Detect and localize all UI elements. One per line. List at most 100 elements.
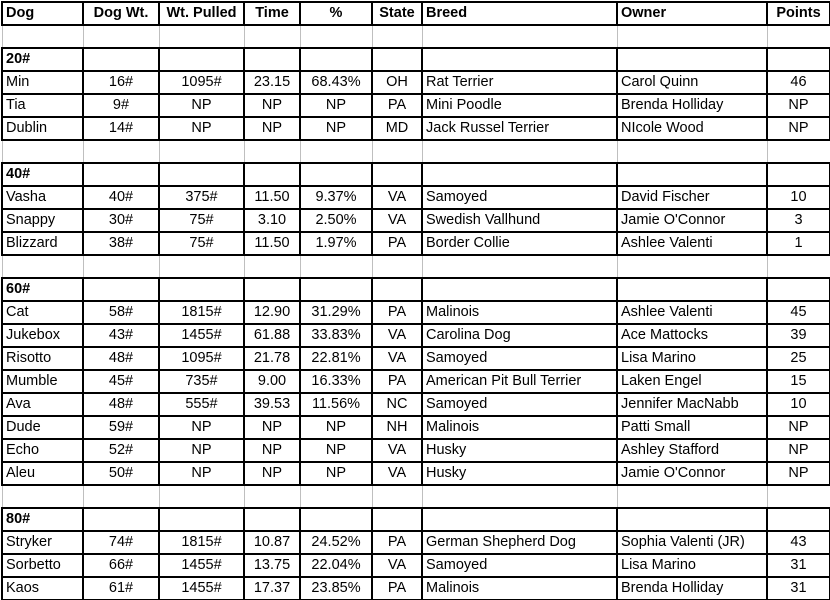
cell-breed[interactable]: Malinois xyxy=(421,300,618,325)
cell-state[interactable]: OH xyxy=(371,70,423,95)
cell-points[interactable]: 45 xyxy=(766,300,830,325)
cell-wt_pulled[interactable]: 75# xyxy=(158,231,245,256)
cell-breed[interactable]: Carolina Dog xyxy=(421,323,618,348)
cell-points[interactable]: 43 xyxy=(766,530,830,555)
cell-percent[interactable]: 11.56% xyxy=(299,392,373,417)
cell-state[interactable]: PA xyxy=(371,530,423,555)
cell-points[interactable]: NP xyxy=(766,116,830,141)
cell-dog_wt[interactable]: 48# xyxy=(82,392,160,417)
cell-state[interactable]: PA xyxy=(371,231,423,256)
cell-points[interactable]: NP xyxy=(766,461,830,486)
cell-time[interactable]: 39.53 xyxy=(243,392,301,417)
cell-wt_pulled[interactable]: 1455# xyxy=(158,323,245,348)
weight-class-label[interactable]: 20# xyxy=(1,47,84,72)
cell-dog_wt[interactable]: 74# xyxy=(82,530,160,555)
cell-time[interactable]: NP xyxy=(243,415,301,440)
cell-state[interactable]: VA xyxy=(371,438,423,463)
cell-owner[interactable]: Brenda Holliday xyxy=(616,93,768,118)
cell-time[interactable]: 13.75 xyxy=(243,553,301,578)
cell-state[interactable]: NC xyxy=(371,392,423,417)
cell-points[interactable]: NP xyxy=(766,415,830,440)
weight-class-label[interactable]: 80# xyxy=(1,507,84,532)
table-row[interactable]: Dublin 14# NP NP NP MD Jack Russel Terrier NIco… xyxy=(1,116,830,141)
cell-time[interactable]: 3.10 xyxy=(243,208,301,233)
cell-wt_pulled[interactable]: 375# xyxy=(158,185,245,210)
table-row[interactable]: Jukebox 43# 1455# 61.88 33.83% VA Carolina Dog… xyxy=(1,323,830,348)
cell-points[interactable]: 15 xyxy=(766,369,830,394)
table-row[interactable]: Cat 58# 1815# 12.90 31.29% PA Malinois Ashlee V… xyxy=(1,300,830,325)
cell-wt_pulled[interactable]: 1455# xyxy=(158,553,245,578)
cell-time[interactable]: 21.78 xyxy=(243,346,301,371)
column-header-state[interactable]: State xyxy=(371,1,423,26)
cell-breed[interactable]: Malinois xyxy=(421,415,618,440)
cell-wt_pulled[interactable]: 1815# xyxy=(158,300,245,325)
column-header-time[interactable]: Time xyxy=(243,1,301,26)
cell-points[interactable]: 3 xyxy=(766,208,830,233)
cell-state[interactable]: PA xyxy=(371,576,423,600)
table-row[interactable]: Min 16# 1095# 23.15 68.43% OH Rat Terrier Carol… xyxy=(1,70,830,95)
cell-points[interactable]: 1 xyxy=(766,231,830,256)
cell-owner[interactable]: David Fischer xyxy=(616,185,768,210)
cell-time[interactable]: 9.00 xyxy=(243,369,301,394)
cell-breed[interactable]: Malinois xyxy=(421,576,618,600)
cell-dog_wt[interactable]: 50# xyxy=(82,461,160,486)
cell-state[interactable]: NH xyxy=(371,415,423,440)
cell-dog[interactable]: Ava xyxy=(1,392,84,417)
cell-dog[interactable]: Tia xyxy=(1,93,84,118)
cell-percent[interactable]: NP xyxy=(299,415,373,440)
cell-dog[interactable]: Vasha xyxy=(1,185,84,210)
cell-points[interactable]: 10 xyxy=(766,392,830,417)
cell-time[interactable]: 61.88 xyxy=(243,323,301,348)
cell-points[interactable]: NP xyxy=(766,93,830,118)
table-row[interactable]: Snappy 30# 75# 3.10 2.50% VA Swedish Vallhund J… xyxy=(1,208,830,233)
cell-dog[interactable]: Echo xyxy=(1,438,84,463)
cell-state[interactable]: VA xyxy=(371,461,423,486)
cell-owner[interactable]: Lisa Marino xyxy=(616,346,768,371)
cell-breed[interactable]: Samoyed xyxy=(421,346,618,371)
table-row[interactable]: Risotto 48# 1095# 21.78 22.81% VA Samoyed Lisa … xyxy=(1,346,830,371)
cell-points[interactable]: NP xyxy=(766,438,830,463)
column-header-dog_wt[interactable]: Dog Wt. xyxy=(82,1,160,26)
cell-breed[interactable]: American Pit Bull Terrier xyxy=(421,369,618,394)
cell-dog[interactable]: Dublin xyxy=(1,116,84,141)
cell-time[interactable]: 10.87 xyxy=(243,530,301,555)
table-row[interactable]: Sorbetto 66# 1455# 13.75 22.04% VA Samoyed Lisa… xyxy=(1,553,830,578)
cell-time[interactable]: 17.37 xyxy=(243,576,301,600)
cell-state[interactable]: VA xyxy=(371,553,423,578)
cell-owner[interactable]: Laken Engel xyxy=(616,369,768,394)
table-row[interactable]: Kaos 61# 1455# 17.37 23.85% PA Malinois Brenda … xyxy=(1,576,830,600)
cell-points[interactable]: 31 xyxy=(766,576,830,600)
cell-wt_pulled[interactable]: NP xyxy=(158,461,245,486)
cell-wt_pulled[interactable]: 75# xyxy=(158,208,245,233)
cell-state[interactable]: MD xyxy=(371,116,423,141)
cell-percent[interactable]: NP xyxy=(299,461,373,486)
cell-breed[interactable]: Border Collie xyxy=(421,231,618,256)
cell-state[interactable]: VA xyxy=(371,346,423,371)
cell-owner[interactable]: Jennifer MacNabb xyxy=(616,392,768,417)
cell-owner[interactable]: Ashley Stafford xyxy=(616,438,768,463)
table-row[interactable]: Mumble 45# 735# 9.00 16.33% PA American Pit Bu… xyxy=(1,369,830,394)
cell-breed[interactable]: Rat Terrier xyxy=(421,70,618,95)
cell-points[interactable]: 31 xyxy=(766,553,830,578)
column-header-percent[interactable]: % xyxy=(299,1,373,26)
cell-dog_wt[interactable]: 30# xyxy=(82,208,160,233)
cell-percent[interactable]: 9.37% xyxy=(299,185,373,210)
cell-time[interactable]: 11.50 xyxy=(243,231,301,256)
cell-dog_wt[interactable]: 16# xyxy=(82,70,160,95)
cell-percent[interactable]: 22.04% xyxy=(299,553,373,578)
cell-owner[interactable]: Jamie O'Connor xyxy=(616,208,768,233)
cell-dog[interactable]: Kaos xyxy=(1,576,84,600)
cell-dog[interactable]: Mumble xyxy=(1,369,84,394)
column-header-wt_pulled[interactable]: Wt. Pulled xyxy=(158,1,245,26)
cell-wt_pulled[interactable]: NP xyxy=(158,116,245,141)
cell-dog_wt[interactable]: 66# xyxy=(82,553,160,578)
cell-dog_wt[interactable]: 14# xyxy=(82,116,160,141)
cell-wt_pulled[interactable]: 1815# xyxy=(158,530,245,555)
cell-breed[interactable]: Samoyed xyxy=(421,185,618,210)
cell-time[interactable]: 12.90 xyxy=(243,300,301,325)
cell-wt_pulled[interactable]: NP xyxy=(158,415,245,440)
cell-points[interactable]: 46 xyxy=(766,70,830,95)
cell-state[interactable]: PA xyxy=(371,93,423,118)
cell-wt_pulled[interactable]: 555# xyxy=(158,392,245,417)
cell-percent[interactable]: 22.81% xyxy=(299,346,373,371)
